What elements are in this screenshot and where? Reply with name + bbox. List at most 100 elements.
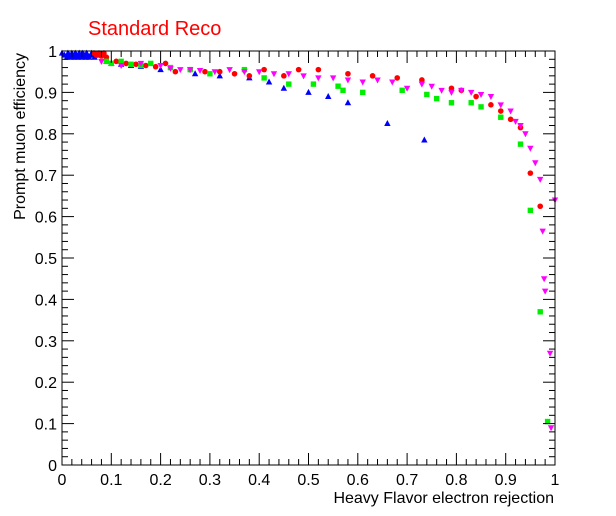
data-point-triangle-up xyxy=(265,78,273,85)
data-point-triangle-down xyxy=(226,67,233,74)
data-point-circle xyxy=(172,68,179,75)
data-point-triangle-up xyxy=(325,93,332,100)
x-tick-label: 1 xyxy=(551,472,560,489)
plot-frame xyxy=(61,50,556,466)
data-point-triangle-down xyxy=(507,108,514,115)
data-point-square xyxy=(340,87,346,94)
data-point-triangle-down xyxy=(256,69,263,76)
data-point-triangle-down xyxy=(547,425,555,432)
x-tick-label: 0 xyxy=(58,472,67,489)
data-point-circle xyxy=(448,85,455,92)
y-tick-label: 0 xyxy=(48,458,57,475)
data-point-square xyxy=(468,100,474,106)
data-point-circle xyxy=(497,108,504,114)
data-point-triangle-down xyxy=(359,79,366,86)
data-point-triangle-down xyxy=(270,71,278,78)
data-point-circle xyxy=(143,62,149,69)
data-point-square xyxy=(310,81,317,87)
data-point-triangle-down xyxy=(467,89,475,96)
data-point-triangle-down xyxy=(477,91,485,98)
data-point-circle xyxy=(231,70,238,77)
data-point-triangle-up xyxy=(191,70,199,77)
data-point-square xyxy=(286,81,292,87)
data-point-triangle-down xyxy=(329,75,337,82)
data-point-square xyxy=(517,141,524,147)
y-tick-label: 0.4 xyxy=(35,292,57,309)
data-point-circle xyxy=(133,61,139,68)
data-point-circle xyxy=(113,58,120,65)
data-point-circle xyxy=(281,73,287,79)
data-point-triangle-up xyxy=(216,72,223,79)
data-point-triangle-down xyxy=(532,160,539,167)
data-point-circle xyxy=(152,63,159,70)
data-point-square xyxy=(148,60,154,67)
y-tick-label: 0.3 xyxy=(35,334,57,351)
axis-ticks xyxy=(61,50,556,466)
data-point-square xyxy=(335,83,341,89)
data-point-triangle-down xyxy=(389,79,396,86)
data-point-square xyxy=(498,114,504,120)
x-tick-label: 0.1 xyxy=(100,472,122,489)
data-point-triangle-down xyxy=(487,94,495,101)
y-tick-label: 0.9 xyxy=(35,85,57,102)
data-point-triangle-up xyxy=(157,66,164,73)
x-tick-labels: 0 0.1 0.2 0.3 0.4 0.5 0.6 0.7 0.8 0.9 1 xyxy=(58,472,560,489)
data-point-triangle-down xyxy=(196,67,204,74)
data-point-triangle-down xyxy=(211,69,219,76)
y-tick-label: 1 xyxy=(48,44,57,61)
data-point-square xyxy=(360,89,366,96)
data-point-triangle-up xyxy=(280,84,288,91)
chart-title: Standard Reco xyxy=(88,18,221,40)
data-point-circle xyxy=(295,66,302,73)
data-point-circle xyxy=(261,66,267,73)
data-point-circle xyxy=(527,170,534,176)
data-point-triangle-down xyxy=(428,83,435,90)
y-tick-label: 0.8 xyxy=(35,127,57,144)
data-point-square xyxy=(448,100,455,106)
data-point-triangle-down xyxy=(241,69,248,76)
data-point-square xyxy=(103,58,110,65)
y-tick-labels: 0 0.1 0.2 0.3 0.4 0.5 0.6 0.7 0.8 0.9 1 xyxy=(35,44,57,475)
data-point-square xyxy=(128,61,134,67)
data-point-triangle-down xyxy=(98,58,105,65)
data-point-square xyxy=(207,71,213,77)
x-tick-label: 0.7 xyxy=(396,472,418,489)
data-point-circle xyxy=(345,70,351,77)
data-point-circle xyxy=(473,93,479,100)
data-point-triangle-down xyxy=(497,102,504,109)
data-point-triangle-down xyxy=(517,123,524,130)
data-point-triangle-up xyxy=(305,88,312,95)
data-point-square xyxy=(108,60,114,67)
data-point-triangle-down xyxy=(537,176,544,183)
x-tick-label: 0.8 xyxy=(445,472,467,489)
data-point-circle xyxy=(202,68,208,75)
data-point-circle xyxy=(103,54,110,61)
data-point-circle xyxy=(315,66,322,73)
data-point-triangle-down xyxy=(285,71,292,78)
data-point-circle xyxy=(216,68,223,75)
x-tick-label: 0.9 xyxy=(495,472,517,489)
data-point-square xyxy=(544,418,551,425)
y-tick-label: 0.6 xyxy=(35,210,57,227)
data-point-triangle-down xyxy=(458,87,465,94)
data-point-triangle-down xyxy=(374,77,381,84)
data-point-triangle-up xyxy=(421,136,428,143)
y-tick-label: 0.5 xyxy=(35,251,57,268)
data-point-circle xyxy=(123,60,129,67)
data-point-triangle-down xyxy=(448,89,455,96)
data-point-circle xyxy=(507,116,514,123)
data-point-triangle-down xyxy=(438,87,445,94)
data-point-square xyxy=(537,309,543,315)
data-point-triangle-down xyxy=(403,85,411,92)
data-point-triangle-down xyxy=(546,350,554,357)
data-point-circle xyxy=(246,73,253,79)
x-tick-label: 0.5 xyxy=(297,472,319,489)
data-point-triangle-down xyxy=(522,131,529,138)
data-point-triangle-up xyxy=(384,119,391,126)
data-point-triangle-down xyxy=(137,60,145,67)
data-point-square xyxy=(261,75,267,81)
data-point-triangle-down xyxy=(315,75,322,82)
data-point-square xyxy=(527,207,534,214)
data-point-triangle-down xyxy=(177,67,184,74)
data-point-square xyxy=(399,87,405,94)
